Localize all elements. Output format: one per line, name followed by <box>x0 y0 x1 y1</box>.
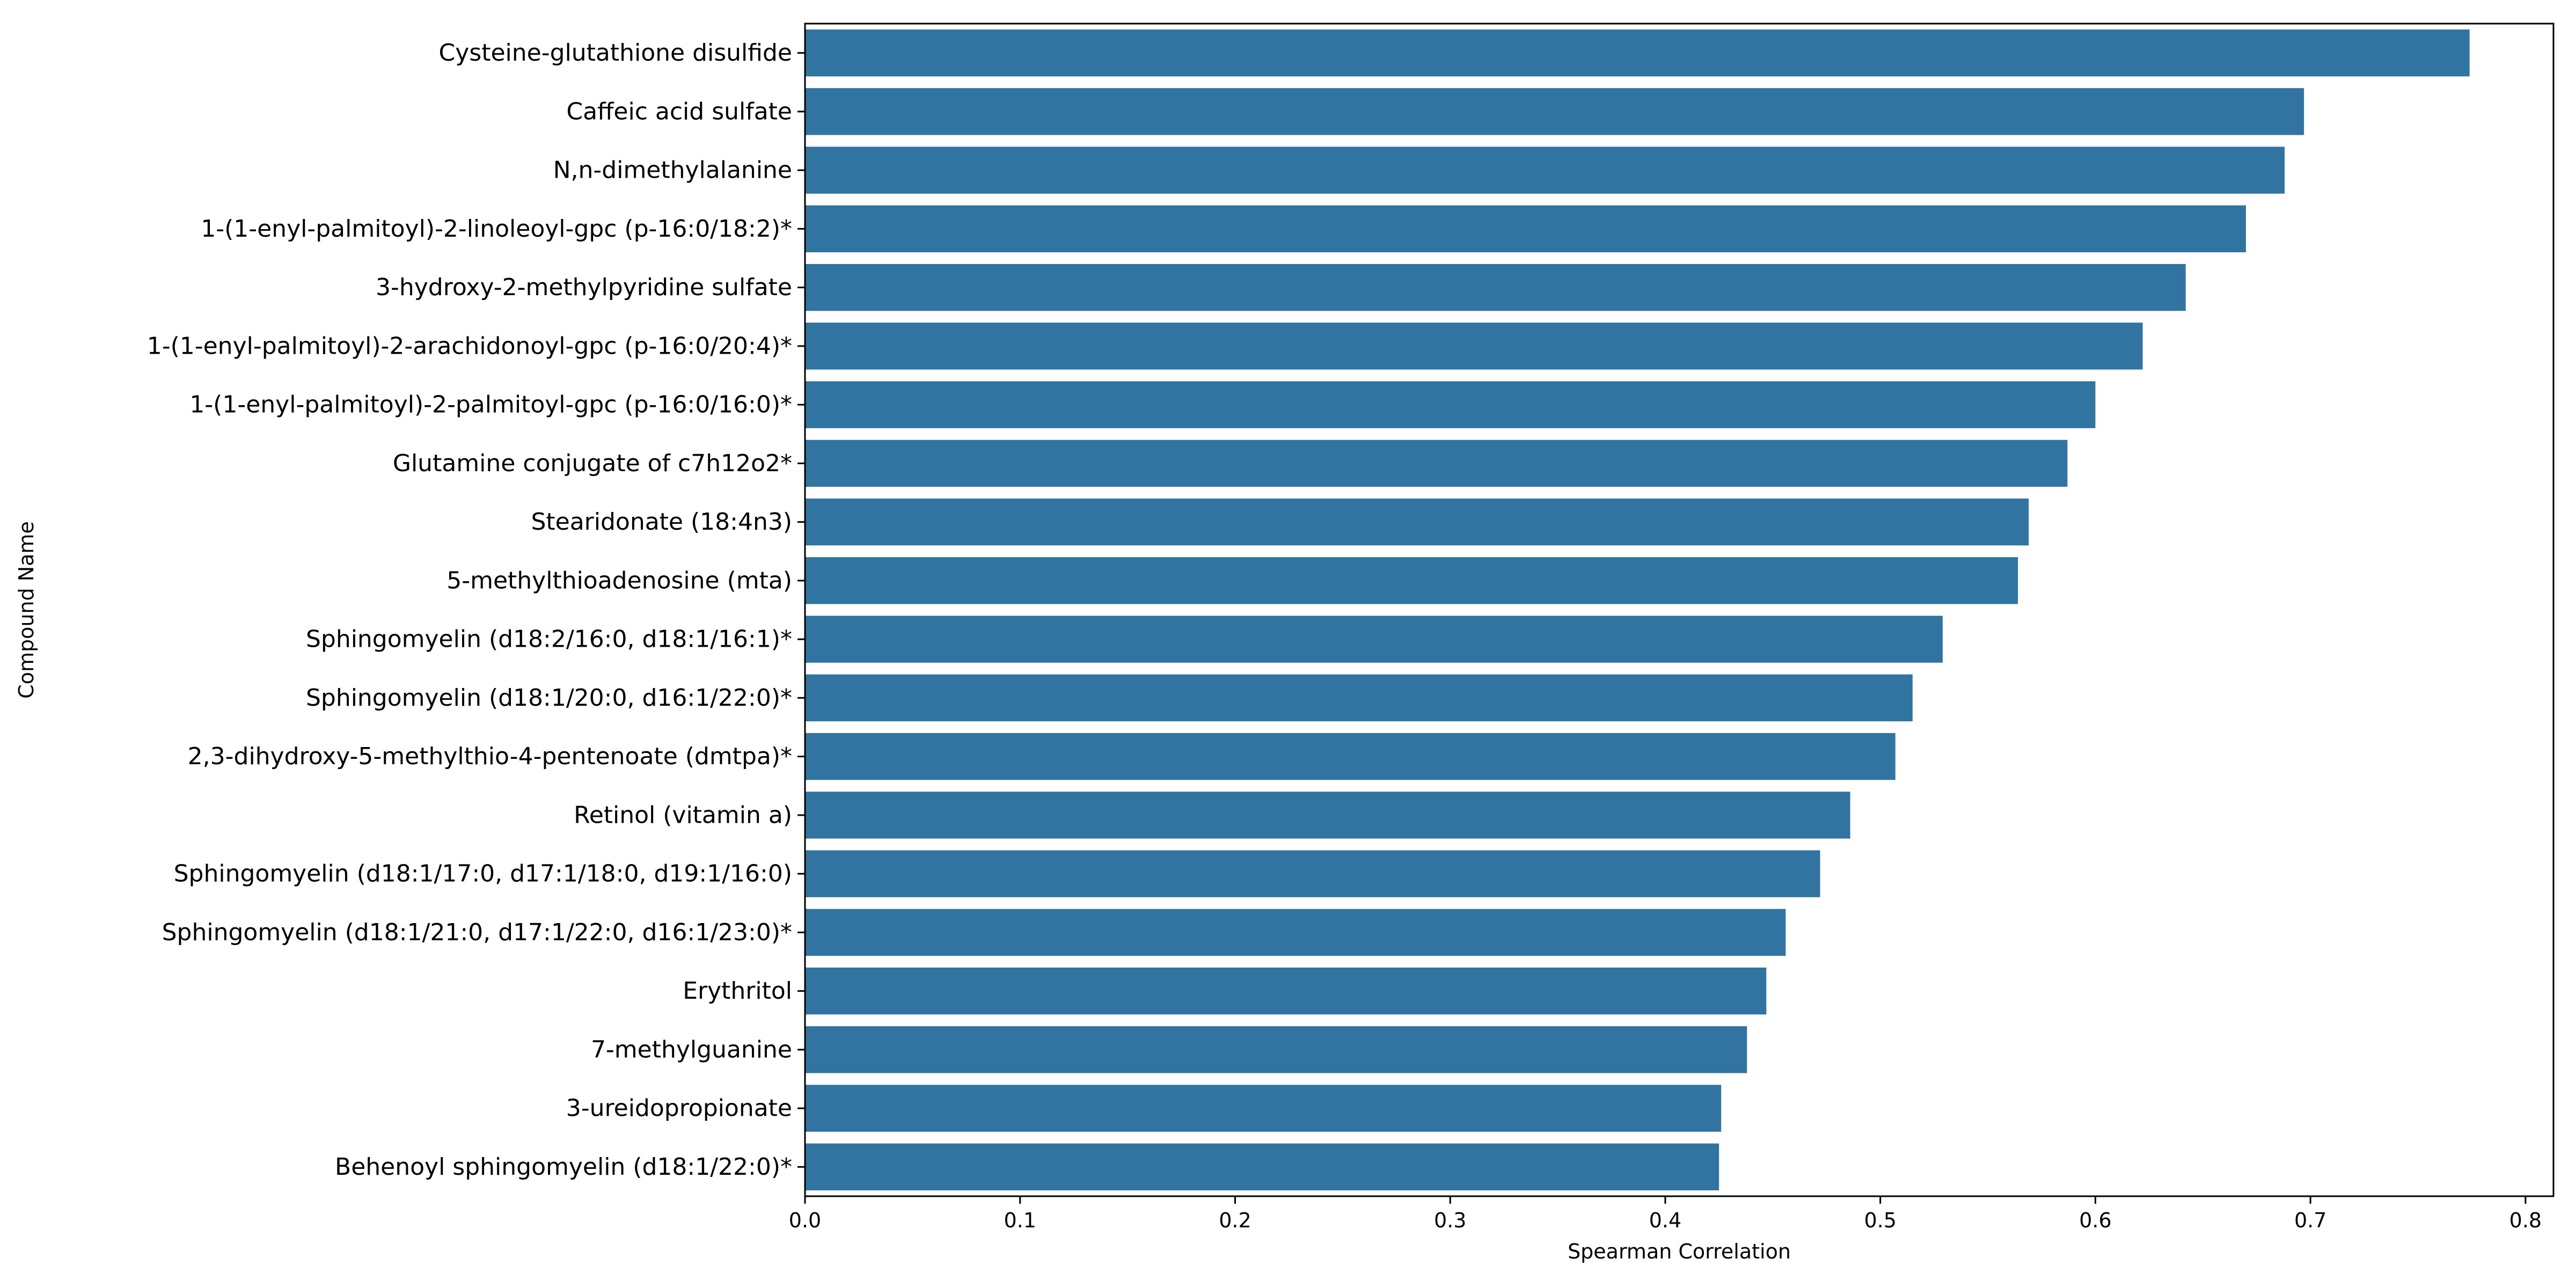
bar <box>805 1143 1719 1191</box>
category-label: Cysteine-glutathione disulfide <box>439 39 792 67</box>
category-label: Caffeic acid sulfate <box>566 98 792 125</box>
category-label: Sphingomyelin (d18:2/16:0, d18:1/16:1)* <box>306 626 792 653</box>
x-axis-ticks: 0.0 0.1 0.2 0.3 0.4 0.5 0.6 0.7 0.8 <box>789 1196 2542 1232</box>
bar <box>805 29 2470 77</box>
plot-frame <box>804 23 2555 1197</box>
bar <box>805 498 2029 546</box>
category-label: Behenoyl sphingomyelin (d18:1/22:0)* <box>335 1153 792 1181</box>
category-label: Sphingomyelin (d18:1/17:0, d17:1/18:0, d… <box>174 860 792 888</box>
bar <box>805 616 1943 663</box>
category-label: 1-(1-enyl-palmitoyl)-2-arachidonoyl-gpc … <box>147 332 792 360</box>
x-tick-label: 0.5 <box>1864 1209 1896 1232</box>
bar <box>805 264 2186 311</box>
x-tick-label: 0.8 <box>2509 1209 2542 1232</box>
x-tick-label: 0.4 <box>1649 1209 1681 1232</box>
x-tick-label: 0.7 <box>2294 1209 2326 1232</box>
category-label: Stearidonate (18:4n3) <box>531 508 792 536</box>
bar <box>805 557 2018 604</box>
bar <box>805 205 2246 253</box>
category-label: N,n-dimethylalanine <box>553 157 792 184</box>
category-labels: Cysteine-glutathione disulfide Caffeic ac… <box>147 39 805 1181</box>
x-tick-label: 0.0 <box>789 1209 821 1232</box>
bar <box>805 381 2096 428</box>
bar <box>805 850 1820 897</box>
bar <box>805 323 2143 370</box>
bar <box>805 909 1786 956</box>
category-label: 7-methylguanine <box>591 1036 792 1063</box>
category-label: 3-hydroxy-2-methylpyridine sulfate <box>376 274 792 301</box>
bar <box>805 147 2285 194</box>
bar <box>805 733 1896 780</box>
bar <box>805 440 2068 487</box>
x-tick-label: 0.6 <box>2079 1209 2111 1232</box>
category-label: 1-(1-enyl-palmitoyl)-2-linoleoyl-gpc (p-… <box>201 215 792 243</box>
x-tick-label: 0.2 <box>1219 1209 1251 1232</box>
x-axis-label: Spearman Correlation <box>1568 1240 1791 1263</box>
bar <box>805 88 2304 135</box>
category-label: Erythritol <box>683 977 792 1005</box>
bars-group <box>805 29 2470 1191</box>
bar <box>805 967 1767 1015</box>
category-label: Sphingomyelin (d18:1/20:0, d16:1/22:0)* <box>306 684 792 712</box>
category-label: 1-(1-enyl-palmitoyl)-2-palmitoyl-gpc (p-… <box>189 391 792 419</box>
category-label: 2,3-dihydroxy-5-methylthio-4-pentenoate … <box>188 743 792 770</box>
bar <box>805 674 1913 722</box>
x-tick-label: 0.1 <box>1004 1209 1036 1232</box>
x-tick-label: 0.3 <box>1434 1209 1466 1232</box>
category-label: 5-methylthioadenosine (mta) <box>447 567 792 594</box>
y-axis-label: Compound Name <box>14 521 38 699</box>
bar <box>805 1026 1747 1073</box>
category-label: Retinol (vitamin a) <box>574 801 792 829</box>
bar <box>805 792 1850 839</box>
category-label: Glutamine conjugate of c7h12o2* <box>393 450 792 477</box>
bar <box>805 1085 1722 1132</box>
category-label: Sphingomyelin (d18:1/21:0, d17:1/22:0, d… <box>162 919 792 946</box>
category-label: 3-ureidopropionate <box>566 1095 792 1122</box>
